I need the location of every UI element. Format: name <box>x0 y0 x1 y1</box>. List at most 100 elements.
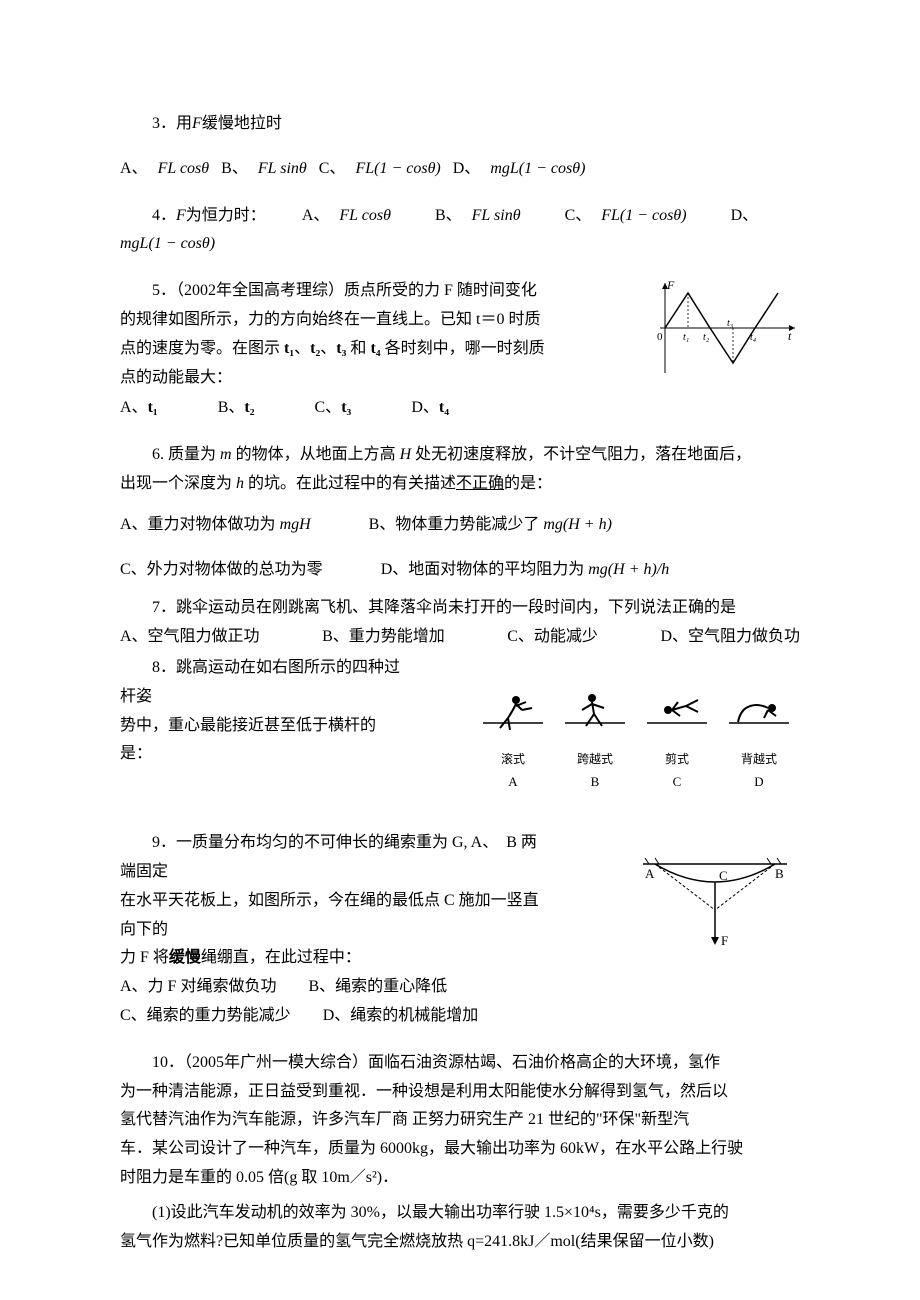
q5-optB-label: B、 <box>218 399 245 416</box>
q5-t2: t₂ <box>310 340 320 357</box>
q6-optB: mg(H + h) <box>543 516 612 533</box>
q7-prompt: 7．跳伞运动员在刚跳离飞机、其降落伞尚未打开的一段时间内，下列说法正确的是 <box>120 594 800 623</box>
q3-optB: FL sinθ <box>258 160 307 177</box>
q5-sep3: 和 <box>346 340 370 357</box>
q8-a-letter: A <box>478 770 548 793</box>
q9-optB: B、绳索的重心降低 <box>308 978 447 995</box>
q8-figure: 滚式 A 跨越式 B 剪式 C 背越式 D <box>472 688 800 794</box>
q10-line1: 10．（2005年广州一模大综合）面临石油资源枯竭、石油价格高企的大环境，氢作 <box>120 1049 800 1078</box>
q9-row2: C、绳索的重力势能减少 D、绳索的机械能增加 <box>120 1002 800 1031</box>
q9-l3a: 力 F 将 <box>120 949 169 966</box>
q7-options: A、空气阻力做正功 B、重力势能增加 C、动能减少 D、空气阻力做负功 <box>120 623 800 652</box>
q5-t4: t₄ <box>370 340 380 357</box>
q6-h: h <box>236 475 244 492</box>
q5-fig-origin: 0 <box>657 331 663 343</box>
q9-bold: 缓慢 <box>169 949 201 966</box>
q6-l1a: 6. 质量为 <box>152 446 220 463</box>
q8-a-name: 滚式 <box>478 749 548 771</box>
q6-l2a: 出现一个深度为 <box>120 475 236 492</box>
q5-fig-t3: t₃ <box>727 318 734 329</box>
q6-optD-label: D、地面对物体的平均阻力为 <box>381 561 589 578</box>
q5-line4: 点的动能最大： <box>120 364 650 393</box>
q6-row1: A、重力对物体做功为 mgH B、物体重力势能减少了 mg(H + h) <box>120 511 800 540</box>
q6-optC: C、外力对物体做的总功为零 <box>120 561 323 578</box>
q5-sep1: 、 <box>294 340 310 357</box>
q9-row1: A、力 F 对绳索做负功 B、绳索的重心降低 <box>120 973 800 1002</box>
q8-text: 8．跳高运动在如右图所示的四种过杆姿 势中，重心最能接近甚至低于横杆的是： <box>120 654 400 769</box>
q3-optD-label: D、 <box>453 155 481 184</box>
q4-optC-label: C、 <box>533 202 592 231</box>
q9-figure: A B C F <box>635 850 795 971</box>
q5-options: A、t₁ B、t₂ C、t₃ D、t₄ <box>120 394 800 423</box>
q8-d-letter: D <box>724 770 794 793</box>
q5-line3-text: 点的速度为零。在图示 <box>120 340 284 357</box>
q5-optA: t₁ <box>148 399 158 416</box>
q4-force: F <box>176 207 186 224</box>
q9-rope-svg: A B C F <box>635 850 795 960</box>
q8-style-c: 剪式 C <box>642 688 712 794</box>
q8-line2: 势中，重心最能接近甚至低于横杆的是： <box>120 712 400 770</box>
q5-line1: 5．（2002年全国高考理综）质点所受的力 F 随时间变化 <box>120 277 650 306</box>
q7-optA: A、空气阻力做正功 <box>120 623 260 652</box>
question-10: 10．（2005年广州一模大综合）面临石油资源枯竭、石油价格高企的大环境，氢作 … <box>120 1049 800 1257</box>
q3-prompt: 3．用F缓慢地拉时 <box>120 110 800 139</box>
q4-optC: FL(1 − cosθ) <box>601 207 686 224</box>
q3-optD: mgL(1 − cosθ) <box>490 160 585 177</box>
q6-line1: 6. 质量为 m 的物体，从地面上方高 H 处无初速度释放，不计空气阻力，落在地… <box>120 441 800 470</box>
q4-line: 4．F为恒力时： A、FL cosθ B、FL sinθ C、FL(1 − co… <box>120 202 800 260</box>
q3-optA: FL cosθ <box>158 160 210 177</box>
q3-optB-label: B、 <box>221 155 248 184</box>
q8-b-letter: B <box>560 770 630 793</box>
q4-text: 为恒力时： <box>186 207 266 224</box>
q9-fig-C: C <box>719 868 728 883</box>
q9-line2: 在水平天花板上，如图所示，今在绳的最低点 C 施加一竖直向下的 <box>120 887 550 945</box>
q5-optC-label: C、 <box>315 399 342 416</box>
q5-sep2: 、 <box>320 340 336 357</box>
q5-fig-t2: t₂ <box>703 332 710 343</box>
q6-m: m <box>220 446 232 463</box>
q5-fig-t4: t₄ <box>750 332 757 343</box>
question-4: 4．F为恒力时： A、FL cosθ B、FL sinθ C、FL(1 − co… <box>120 202 800 260</box>
q3-number: 3． <box>152 115 176 132</box>
q5-figure: F 0 t₁ t₂ t₃ t₄ t <box>655 278 800 389</box>
q9-fig-F: F <box>721 933 728 948</box>
q7-optB: B、重力势能增加 <box>322 623 445 652</box>
q10-line5: 时阻力是车重的 0.05 倍(g 取 10m／s²)． <box>120 1164 800 1193</box>
q5-optA-label: A、 <box>120 399 148 416</box>
q8-style-b: 跨越式 B <box>560 688 630 794</box>
q5-line3b: 各时刻中，哪一时刻质 <box>381 340 545 357</box>
q6-optD: mg(H + h)/h <box>588 561 669 578</box>
q8-c-name: 剪式 <box>642 749 712 771</box>
q8-line1: 8．跳高运动在如右图所示的四种过杆姿 <box>120 654 400 712</box>
q6-l2b: 的坑。在此过程中的有关描述 <box>244 475 456 492</box>
q3-optC: FL(1 − cosθ) <box>355 160 440 177</box>
q9-optD: D、绳索的机械能增加 <box>323 1007 479 1024</box>
q3-optC-label: C、 <box>319 155 346 184</box>
q9-line1: 9．一质量分布均匀的不可伸长的绳索重为 G, A、 B 两端固定 <box>120 829 550 887</box>
q10-line4: 车．某公司设计了一种汽车，质量为 6000kg，最大输出功率为 60kW，在水平… <box>120 1135 800 1164</box>
q3-force: F <box>192 115 202 132</box>
q5-optD-label: D、 <box>411 399 439 416</box>
q9-text: 9．一质量分布均匀的不可伸长的绳索重为 G, A、 B 两端固定 在水平天花板上… <box>120 829 550 973</box>
q9-fig-A: A <box>645 866 655 881</box>
q9-line3: 力 F 将缓慢绳绷直，在此过程中： <box>120 944 550 973</box>
q3-text2: 缓慢地拉时 <box>202 115 282 132</box>
q10-line3: 氢代替汽油作为汽车能源，许多汽车厂商 正努力研究生产 21 世纪的"环保"新型汽 <box>120 1106 800 1135</box>
q6-row2: C、外力对物体做的总功为零 D、地面对物体的平均阻力为 mg(H + h)/h <box>120 556 800 585</box>
q5-optC: t₃ <box>341 399 351 416</box>
q6-l1c: 处无初速度释放，不计空气阻力，落在地面后， <box>411 446 751 463</box>
question-6: 6. 质量为 m 的物体，从地面上方高 H 处无初速度释放，不计空气阻力，落在地… <box>120 441 800 584</box>
q10-line2: 为一种清洁能源，正日益受到重视．一种设想是利用太阳能使水分解得到氢气，然后以 <box>120 1078 800 1107</box>
q4-optD: mgL(1 − cosθ) <box>120 235 215 252</box>
q9-fig-B: B <box>775 866 784 881</box>
q4-optB-label: B、 <box>403 202 462 231</box>
q5-line3: 点的速度为零。在图示 t₁、t₂、t₃ 和 t₄ 各时刻中，哪一时刻质 <box>120 335 650 364</box>
q8-c-letter: C <box>642 770 712 793</box>
q8-style-a: 滚式 A <box>478 688 548 794</box>
q5-optB: t₂ <box>244 399 254 416</box>
q5-fig-t: t <box>788 329 792 343</box>
q6-line2: 出现一个深度为 h 的坑。在此过程中的有关描述不正确的是： <box>120 470 800 499</box>
q8-d-name: 背越式 <box>724 749 794 771</box>
q7-optC: C、动能减少 <box>507 623 598 652</box>
q6-l1b: 的物体，从地面上方高 <box>232 446 400 463</box>
